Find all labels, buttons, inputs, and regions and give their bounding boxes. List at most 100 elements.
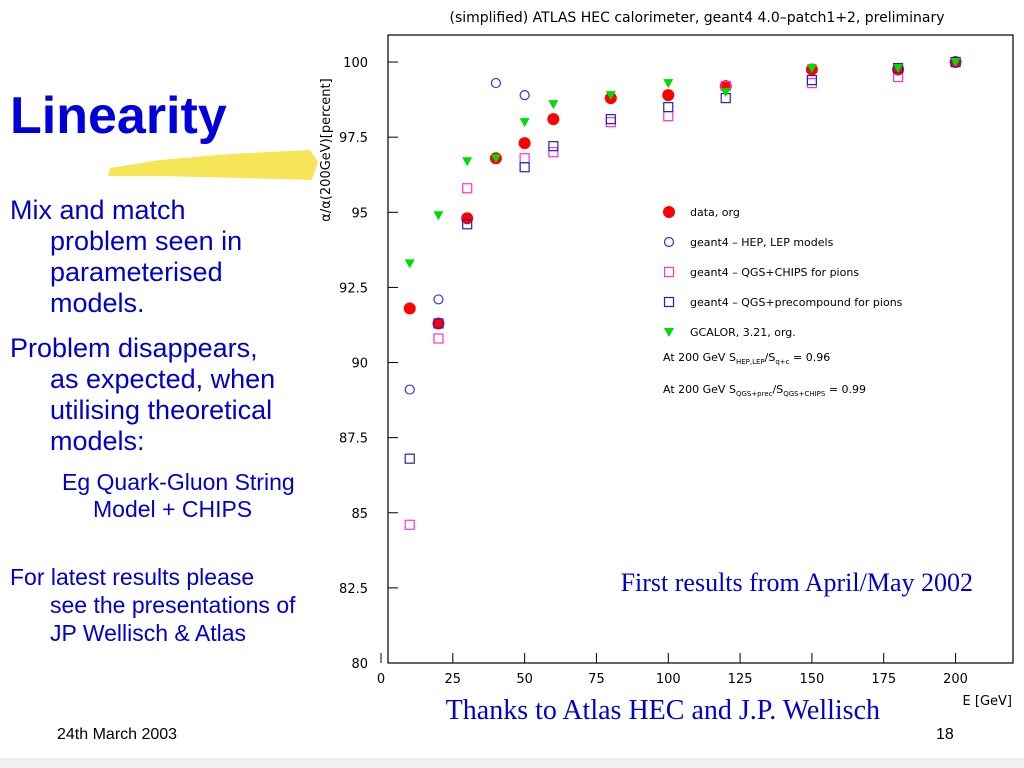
bullet-line: Mix and match <box>10 195 186 225</box>
data-point <box>490 154 501 164</box>
y-axis-label: α/α(200GeV)[percent] <box>319 78 334 221</box>
data-point <box>518 137 531 150</box>
legend-label: geant4 – HEP, LEP models <box>690 236 834 249</box>
annotation-part: /S <box>773 383 784 396</box>
y-tick-label: 87.5 <box>339 432 368 447</box>
legend-label: GCALOR, 3.21, org. <box>690 326 796 339</box>
legend-label: geant4 – QGS+CHIPS for pions <box>690 266 859 279</box>
data-point <box>433 333 444 344</box>
x-tick-label: 100 <box>656 672 681 687</box>
data-point <box>404 519 415 530</box>
data-point <box>893 64 904 74</box>
y-tick-label: 82.5 <box>339 582 368 597</box>
bullet-line: models: <box>50 426 145 456</box>
sub-bullet-line: Model + CHIPS <box>93 496 252 522</box>
legend-marker <box>663 206 675 218</box>
legend-label: data, org <box>690 206 740 219</box>
x-tick-label: 175 <box>871 672 896 687</box>
x-tick-label: 125 <box>728 672 753 687</box>
x-tick-label: 25 <box>445 672 462 687</box>
bullet-line: Problem disappears, <box>10 333 258 363</box>
annotation-part: = 0.99 <box>825 383 866 396</box>
annotation: At 200 GeV SHEP,LEP/Sq+c = 0.96 <box>663 351 830 366</box>
bullet-line: problem seen in <box>50 226 242 256</box>
data-point <box>605 91 616 101</box>
data-point <box>548 141 559 152</box>
data-point <box>404 453 415 464</box>
data-point <box>663 111 674 122</box>
bullet-line: utilising theoretical <box>50 395 272 425</box>
y-tick-label: 92.5 <box>339 281 368 296</box>
y-tick-label: 97.5 <box>339 131 368 146</box>
data-point <box>462 219 473 230</box>
x-tick-label: 50 <box>516 672 533 687</box>
bullet-line: as expected, when <box>50 364 275 394</box>
annotation-part: At 200 GeV S <box>663 351 736 364</box>
x-tick-label: 150 <box>799 672 824 687</box>
thanks: Thanks to Atlas HEC and J.P. Wellisch <box>446 695 880 726</box>
data-point <box>605 114 616 125</box>
data-point <box>403 302 416 315</box>
data-point <box>519 89 530 101</box>
y-tick-label: 80 <box>351 657 368 672</box>
y-tick-label: 100 <box>343 56 368 71</box>
brush-stroke <box>108 150 318 180</box>
chart: (simplified) ATLAS HEC calorimeter, gean… <box>319 10 1014 709</box>
annotation-part: = 0.96 <box>790 351 831 364</box>
data-point <box>433 294 444 305</box>
legend-label: geant4 – QGS+precompound for pions <box>690 296 903 309</box>
date: 24th March 2003 <box>57 726 177 743</box>
x-tick-label: 75 <box>588 672 605 687</box>
annotation-part: At 200 GeV S <box>663 383 736 396</box>
data-point <box>806 74 818 86</box>
note-line: For latest results please <box>10 564 254 590</box>
note-line: see the presentations of <box>50 592 296 618</box>
annotation-part: HEP,LEP <box>736 358 765 366</box>
data-point <box>806 77 818 89</box>
data-point <box>433 318 444 329</box>
x-tick-label: 0 <box>377 672 385 687</box>
plot-frame <box>387 34 1014 664</box>
note-line: JP Wellisch & Atlas <box>50 620 246 646</box>
x-tick-label: 200 <box>943 672 968 687</box>
annotation: At 200 GeV SQGS+prec/SQGS+CHIPS = 0.99 <box>663 383 866 398</box>
legend-marker <box>663 236 675 248</box>
data-point <box>663 102 674 113</box>
x-axis-label: E [GeV] <box>963 694 1012 709</box>
footer-bar <box>0 758 1024 768</box>
data-point <box>404 259 415 269</box>
y-tick-label: 90 <box>351 357 368 372</box>
bullet-line: parameterised <box>50 257 223 287</box>
data-point <box>548 147 559 158</box>
y-tick-label: 85 <box>351 507 368 522</box>
data-point <box>806 64 817 74</box>
data-point <box>519 118 530 128</box>
data-point <box>432 317 445 330</box>
data-point <box>462 183 473 194</box>
annotation-part: q+c <box>775 358 789 366</box>
slide-title: Linearity <box>10 87 227 145</box>
data-point <box>548 100 559 110</box>
sub-bullet-line: Eg Quark-Gluon String <box>62 469 295 495</box>
data-point <box>461 212 474 225</box>
chart-title: (simplified) ATLAS HEC calorimeter, gean… <box>449 10 944 26</box>
first-results: First results from April/May 2002 <box>621 568 973 597</box>
bullet-line: models. <box>50 288 145 318</box>
data-point <box>462 157 473 167</box>
y-tick-label: 95 <box>351 206 368 221</box>
data-point <box>404 384 415 395</box>
legend-marker <box>664 328 674 337</box>
annotation-part: QGS+prec <box>736 390 773 398</box>
data-point <box>547 113 560 126</box>
data-point <box>720 88 731 98</box>
data-point <box>433 211 444 221</box>
page-number: 18 <box>936 726 954 743</box>
legend-marker <box>663 266 675 278</box>
data-point <box>950 58 961 68</box>
legend-marker <box>663 296 675 308</box>
annotation-part: /S <box>765 351 776 364</box>
data-point <box>662 89 675 102</box>
data-point <box>605 117 616 128</box>
